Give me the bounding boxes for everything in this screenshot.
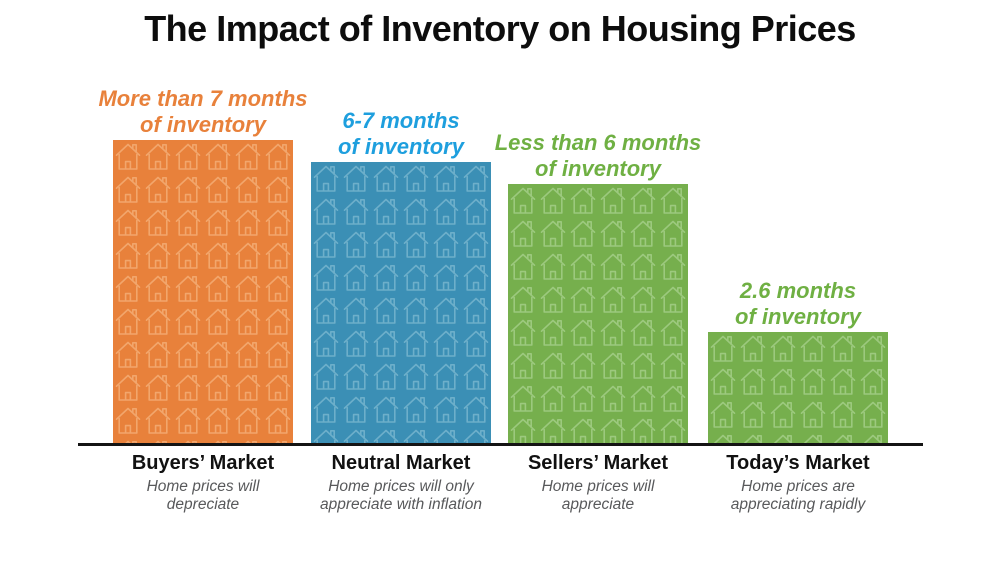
- inventory-label-line2: of inventory: [140, 112, 266, 137]
- market-name: Neutral Market: [331, 452, 471, 474]
- inventory-label-line1: Less than 6 months: [494, 130, 702, 155]
- house-pattern-svg: [508, 184, 688, 443]
- bar-column-1: 6-7 months of inventory Neutral Market H…: [311, 0, 491, 563]
- market-name: Buyers’ Market: [131, 452, 275, 474]
- chart-title: The Impact of Inventory on Housing Price…: [144, 8, 856, 49]
- house-pattern-svg: [311, 162, 491, 443]
- x-axis-line: [78, 443, 923, 446]
- bar-todays-market: [708, 332, 888, 443]
- market-description: Home prices are appreciating rapidly: [730, 478, 866, 513]
- bar-column-3: 2.6 months of inventory Today’s Market H…: [708, 0, 888, 563]
- market-label-neutral: Neutral Market Home prices will only app…: [271, 452, 531, 513]
- house-pattern-svg: [708, 332, 888, 443]
- bar-column-2: Less than 6 months of inventory Sellers’…: [495, 0, 702, 563]
- inventory-label-line2: of inventory: [735, 304, 861, 329]
- market-description: Home prices will depreciate: [146, 478, 260, 513]
- house-pattern-svg: [113, 140, 293, 443]
- market-name: Sellers’ Market: [527, 452, 669, 474]
- bar-neutral-market: [311, 162, 491, 443]
- bar-buyers-market: [113, 140, 293, 443]
- market-description: Home prices will appreciate: [541, 478, 655, 513]
- inventory-label-buyers: More than 7 months of inventory: [63, 86, 343, 138]
- market-label-sellers: Sellers’ Market Home prices will appreci…: [468, 452, 728, 513]
- inventory-label-line2: of inventory: [338, 134, 464, 159]
- market-description: Home prices will only appreciate with in…: [320, 478, 482, 513]
- inventory-label-sellers: Less than 6 months of inventory: [458, 130, 738, 182]
- inventory-label-line1: 6-7 months: [342, 108, 460, 133]
- inventory-label-today: 2.6 months of inventory: [658, 278, 938, 330]
- inventory-label-line1: More than 7 months: [98, 86, 308, 111]
- bar-sellers-market: [508, 184, 688, 443]
- market-label-buyers: Buyers’ Market Home prices will deprecia…: [73, 452, 333, 513]
- bar-column-0: More than 7 months of inventory Buyers’ …: [98, 0, 307, 563]
- inventory-label-line2: of inventory: [535, 156, 661, 181]
- market-label-today: Today’s Market Home prices are appreciat…: [668, 452, 928, 513]
- inventory-label-line1: 2.6 months: [739, 278, 857, 303]
- inventory-label-neutral: 6-7 months of inventory: [261, 108, 541, 160]
- market-name: Today’s Market: [726, 452, 870, 474]
